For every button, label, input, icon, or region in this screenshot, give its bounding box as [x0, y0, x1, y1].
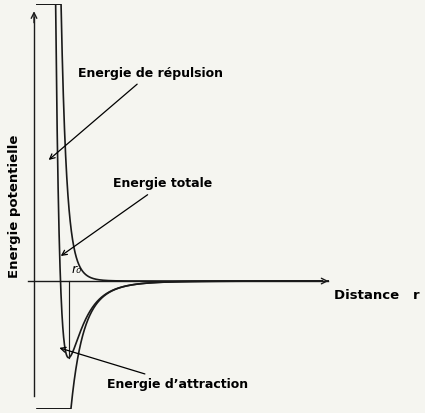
Text: Energie d’attraction: Energie d’attraction	[61, 347, 249, 391]
Text: Energie potentielle: Energie potentielle	[8, 135, 21, 278]
Text: Distance   r: Distance r	[334, 290, 420, 302]
Text: r₀: r₀	[71, 263, 81, 276]
Text: Energie totale: Energie totale	[62, 177, 212, 255]
Text: Energie de répulsion: Energie de répulsion	[50, 66, 223, 159]
